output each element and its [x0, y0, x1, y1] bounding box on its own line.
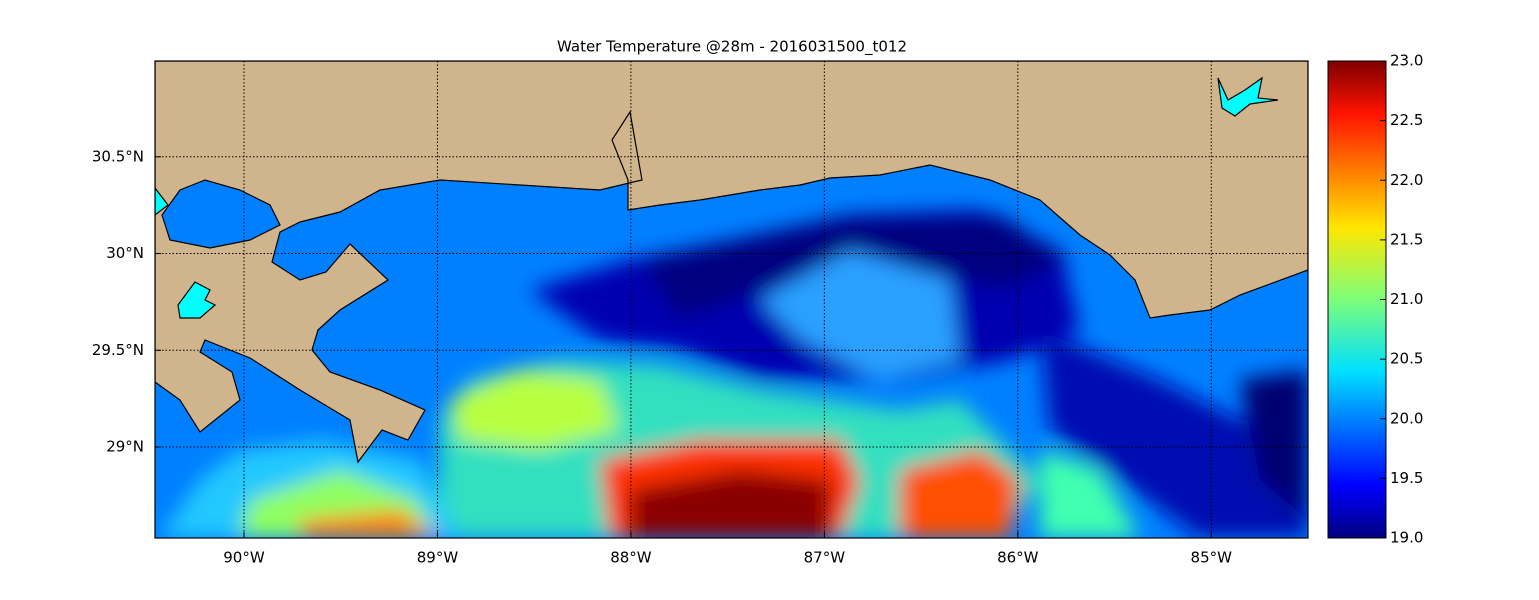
colorbar [1327, 60, 1387, 539]
colorbar-tick-label: 20.0 [1390, 409, 1423, 427]
temperature-field [160, 210, 1308, 538]
lake [177, 281, 217, 319]
colorbar-tick-label: 21.5 [1390, 230, 1423, 248]
y-tick-label: 30.5°N [92, 147, 144, 165]
x-tick-label: 89°W [417, 549, 459, 567]
y-tick-label: 29°N [106, 438, 144, 456]
colorbar-tick-label: 22.0 [1390, 171, 1423, 189]
map-area [155, 61, 1308, 538]
x-tick-label: 86°W [997, 549, 1039, 567]
x-tick-label: 88°W [610, 549, 652, 567]
colorbar-tick-label: 23.0 [1390, 52, 1423, 70]
plot-frame [154, 60, 1309, 539]
y-tick-label: 29.5°N [92, 341, 144, 359]
colorbar-tick-label: 19.0 [1390, 529, 1423, 547]
colorbar-tick-label: 22.5 [1390, 111, 1423, 129]
y-tick-label: 30°N [106, 244, 144, 262]
lake [161, 179, 281, 249]
colorbar-tick-label: 19.5 [1390, 469, 1423, 487]
lake [155, 187, 169, 216]
x-tick-label: 85°W [1191, 549, 1233, 567]
land [155, 61, 1308, 464]
colorbar-tick-label: 21.0 [1390, 290, 1423, 308]
colorbar-tick-label: 20.5 [1390, 350, 1423, 368]
x-tick-label: 90°W [223, 549, 265, 567]
x-tick-label: 87°W [804, 549, 846, 567]
lake [1217, 76, 1279, 117]
chart-title: Water Temperature @28m - 2016031500_t012 [557, 38, 907, 57]
